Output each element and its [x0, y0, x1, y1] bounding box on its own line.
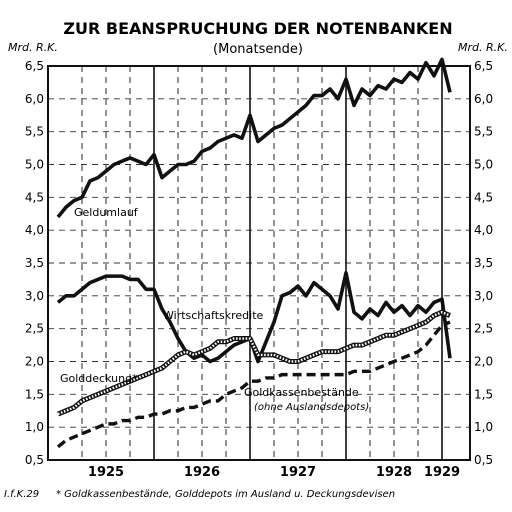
y-axis-ticks: 0,5 0,5 1,0 1,0 1,5 1,5 2,0 2,0 2,5 2,5 3,0 3,0 3,5 3… [25, 59, 493, 467]
label-goldkassenbestaende: Goldkassenbestände [244, 386, 359, 399]
y-tick-left: 1,5 [25, 387, 44, 401]
y-tick-right: 3,5 [474, 256, 493, 270]
series-geldumlauf [56, 57, 452, 219]
x-year-label: 1925 [88, 465, 124, 480]
y-tick-right: 5,5 [474, 125, 493, 139]
source-label: I.f.K.29 [4, 489, 39, 500]
y-tick-right: 0,5 [474, 453, 493, 467]
y-tick-right: 6,0 [474, 92, 493, 106]
y-tick-left: 2,5 [25, 322, 44, 336]
x-year-label: 1927 [280, 465, 316, 480]
series-goldkassenbestnde [56, 320, 451, 449]
y-tick-right: 2,5 [474, 322, 493, 336]
series-golddeckung [57, 311, 451, 416]
y-tick-left: 6,5 [25, 59, 44, 73]
label-ohne-auslandsdepots: (ohne Auslandsdepots) [254, 402, 369, 413]
y-unit-right: Mrd. R.K. [458, 41, 508, 54]
label-golddeckung: Golddeckung* [60, 372, 138, 385]
x-year-label: 1928 [376, 465, 412, 480]
y-unit-left: Mrd. R.K. [8, 41, 58, 54]
y-tick-left: 0,5 [25, 453, 44, 467]
series-lines [56, 57, 452, 449]
y-tick-left: 4,0 [25, 223, 44, 237]
y-tick-right: 1,5 [474, 387, 493, 401]
y-tick-left: 3,5 [25, 256, 44, 270]
y-tick-left: 3,0 [25, 289, 44, 303]
y-tick-left: 1,0 [25, 420, 44, 434]
footnote: * Goldkassenbestände, Golddepots im Ausl… [56, 489, 395, 500]
chart-subtitle: (Monatsende) [213, 42, 303, 57]
y-tick-right: 6,5 [474, 59, 493, 73]
y-tick-left: 5,0 [25, 158, 44, 172]
chart-title: ZUR BEANSPRUCHUNG DER NOTENBANKEN [63, 19, 452, 38]
y-tick-left: 4,5 [25, 190, 44, 204]
y-tick-right: 1,0 [474, 420, 493, 434]
x-year-label: 1926 [184, 465, 220, 480]
y-tick-right: 5,0 [474, 158, 493, 172]
y-tick-right: 4,5 [474, 190, 493, 204]
x-year-label: 1929 [424, 465, 460, 480]
y-tick-right: 3,0 [474, 289, 493, 303]
y-tick-left: 5,5 [25, 125, 44, 139]
grid [48, 66, 470, 460]
plot-frame [47, 65, 471, 461]
label-geldumlauf: Geldumlauf [74, 206, 139, 219]
y-tick-right: 4,0 [474, 223, 493, 237]
x-axis-labels: 1925 1926 1927 1928 1929 [88, 465, 460, 480]
y-tick-left: 2,0 [25, 355, 44, 369]
y-tick-right: 2,0 [474, 355, 493, 369]
y-tick-left: 6,0 [25, 92, 44, 106]
label-wirtschaftskredite: Wirtschaftskredite [163, 309, 264, 322]
